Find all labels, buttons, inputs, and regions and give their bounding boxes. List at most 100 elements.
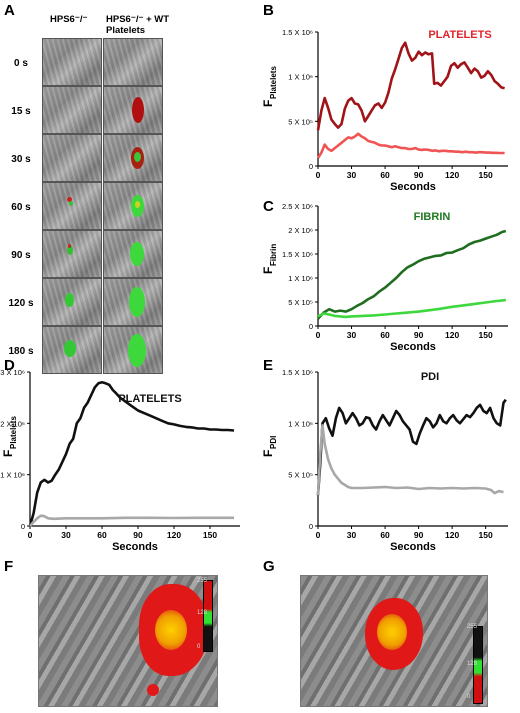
micrograph-wt-0s: [103, 38, 163, 86]
fibrin-signal: [128, 334, 146, 367]
x-tick-label: 60: [97, 530, 107, 540]
fibrin-signal: [65, 293, 74, 307]
y-tick-label: 0: [21, 522, 25, 531]
y-tick-label: 3 X 10⁶: [0, 368, 25, 377]
chart-title: PLATELETS: [428, 29, 491, 41]
platelet-signal: [68, 244, 71, 248]
micrograph-wt-120s: [103, 278, 163, 326]
micrograph-wt-30s: [103, 134, 163, 182]
colorbar-mid: 128: [467, 661, 478, 667]
chart-title: PLATELETS: [118, 393, 181, 405]
y-tick-label: 0: [309, 162, 313, 171]
y-tick-label: 5 X 10⁵: [288, 117, 313, 126]
x-tick-label: 150: [203, 530, 217, 540]
fibrin-signal: [69, 201, 73, 206]
x-tick-label: 30: [347, 170, 357, 180]
y-tick-label: 2.5 X 10⁶: [282, 202, 313, 211]
y-tick-label: 5 X 10⁵: [288, 298, 313, 307]
y-axis-label-sub: Platelets: [269, 66, 278, 99]
x-tick-label: 0: [316, 330, 321, 340]
panel-label-b: B: [263, 2, 274, 19]
x-tick-label: 60: [380, 330, 390, 340]
x-tick-label: 90: [414, 170, 424, 180]
time-label: 60 s: [11, 202, 31, 213]
panel-label-c: C: [263, 198, 274, 215]
y-tick-label: 2 X 10⁶: [0, 419, 25, 428]
fibrin-signal: [130, 242, 144, 266]
colorbar-min: 0: [197, 644, 201, 650]
micrograph-wt-90s: [103, 230, 163, 278]
chart-panel-e: 0 5 X 10⁵ 1 X 10⁶ 1.5 X 10⁶ 0 30 60 90 120 150 Sec…: [261, 368, 508, 552]
intensity-colorbar: [203, 580, 213, 652]
y-axis-label-main: F: [261, 100, 275, 107]
series-line-2: [316, 424, 504, 496]
micrograph-hps6-60s: [42, 182, 102, 230]
panel-label-a: A: [4, 2, 15, 19]
y-axis-label-main: F: [261, 450, 275, 457]
x-tick-label: 150: [479, 330, 493, 340]
time-label: 15 s: [11, 106, 31, 117]
series-line-1: [317, 229, 507, 320]
y-tick-label: 1 X 10⁶: [288, 419, 313, 428]
micrograph-wt-15s: [103, 86, 163, 134]
high-intensity-core: [155, 610, 187, 650]
y-tick-label: 2 X 10⁶: [288, 226, 313, 235]
x-tick-label: 0: [316, 530, 321, 540]
platelet-thrombus: [132, 97, 144, 123]
series-line-1: [316, 398, 507, 496]
high-intensity-core: [377, 614, 407, 650]
y-tick-label: 1.5 X 10⁶: [282, 28, 313, 37]
time-label: 0 s: [14, 58, 28, 69]
series-line-1: [28, 381, 235, 527]
x-tick-label: 60: [380, 530, 390, 540]
fibrin-signal: [64, 340, 76, 357]
x-tick-label: 120: [445, 530, 459, 540]
time-label: 120 s: [8, 298, 34, 309]
intensity-colorbar: [473, 626, 483, 704]
x-tick-label: 30: [347, 330, 357, 340]
y-axis-label-main: F: [1, 450, 15, 457]
colorbar-max: 255: [467, 624, 478, 630]
colorbar-max: 255: [197, 578, 208, 584]
x-axis-label: Seconds: [390, 341, 436, 353]
overlap-signal: [135, 201, 140, 208]
x-axis-label: Seconds: [390, 541, 436, 552]
series-line-1: [316, 41, 505, 131]
y-axis-label-sub: Fibrin: [269, 244, 278, 266]
chart-panel-b: 0 5 X 10⁵ 1 X 10⁶ 1.5 X 10⁶ 0 30 60 90 120 150 Sec…: [261, 28, 508, 193]
column-header-hps6: HPS6⁻/⁻: [50, 14, 88, 25]
x-tick-label: 0: [316, 170, 321, 180]
x-tick-label: 30: [61, 530, 71, 540]
fibrin-signal: [129, 287, 145, 317]
panel-label-g: G: [263, 558, 275, 575]
fibrin-signal: [67, 245, 73, 255]
fluorescence-image-f: 255 128 0: [38, 575, 218, 707]
y-tick-label: 5 X 10⁵: [288, 471, 313, 480]
column-header-wt-line1: HPS6⁻/⁻ + WT: [106, 14, 170, 25]
panel-label-f: F: [4, 558, 14, 575]
micrograph-hps6-0s: [42, 38, 102, 86]
x-tick-label: 60: [380, 170, 390, 180]
y-axis-label-sub: Platelets: [9, 416, 18, 449]
y-tick-label: 1 X 10⁶: [288, 274, 313, 283]
x-axis-label: Seconds: [112, 541, 158, 552]
x-tick-label: 90: [133, 530, 143, 540]
x-tick-label: 90: [414, 330, 424, 340]
fluorescence-image-g: 255 128 0: [300, 575, 488, 707]
y-tick-label: 1 X 10⁶: [0, 471, 25, 480]
x-tick-label: 90: [414, 530, 424, 540]
micrograph-hps6-30s: [42, 134, 102, 182]
micrograph-hps6-180s: [42, 326, 102, 374]
y-tick-label: 0: [309, 522, 313, 531]
chart-panel-d: 0 1 X 10⁶ 2 X 10⁶ 3 X 10⁶ 0 30 60 90 120 150 Secon…: [0, 368, 240, 552]
x-axis-label: Seconds: [390, 181, 436, 193]
x-tick-label: 120: [167, 530, 181, 540]
micrograph-wt-60s: [103, 182, 163, 230]
y-tick-label: 0: [309, 322, 313, 331]
panel-label-d: D: [4, 357, 15, 374]
colorbar-min: 0: [467, 694, 471, 700]
